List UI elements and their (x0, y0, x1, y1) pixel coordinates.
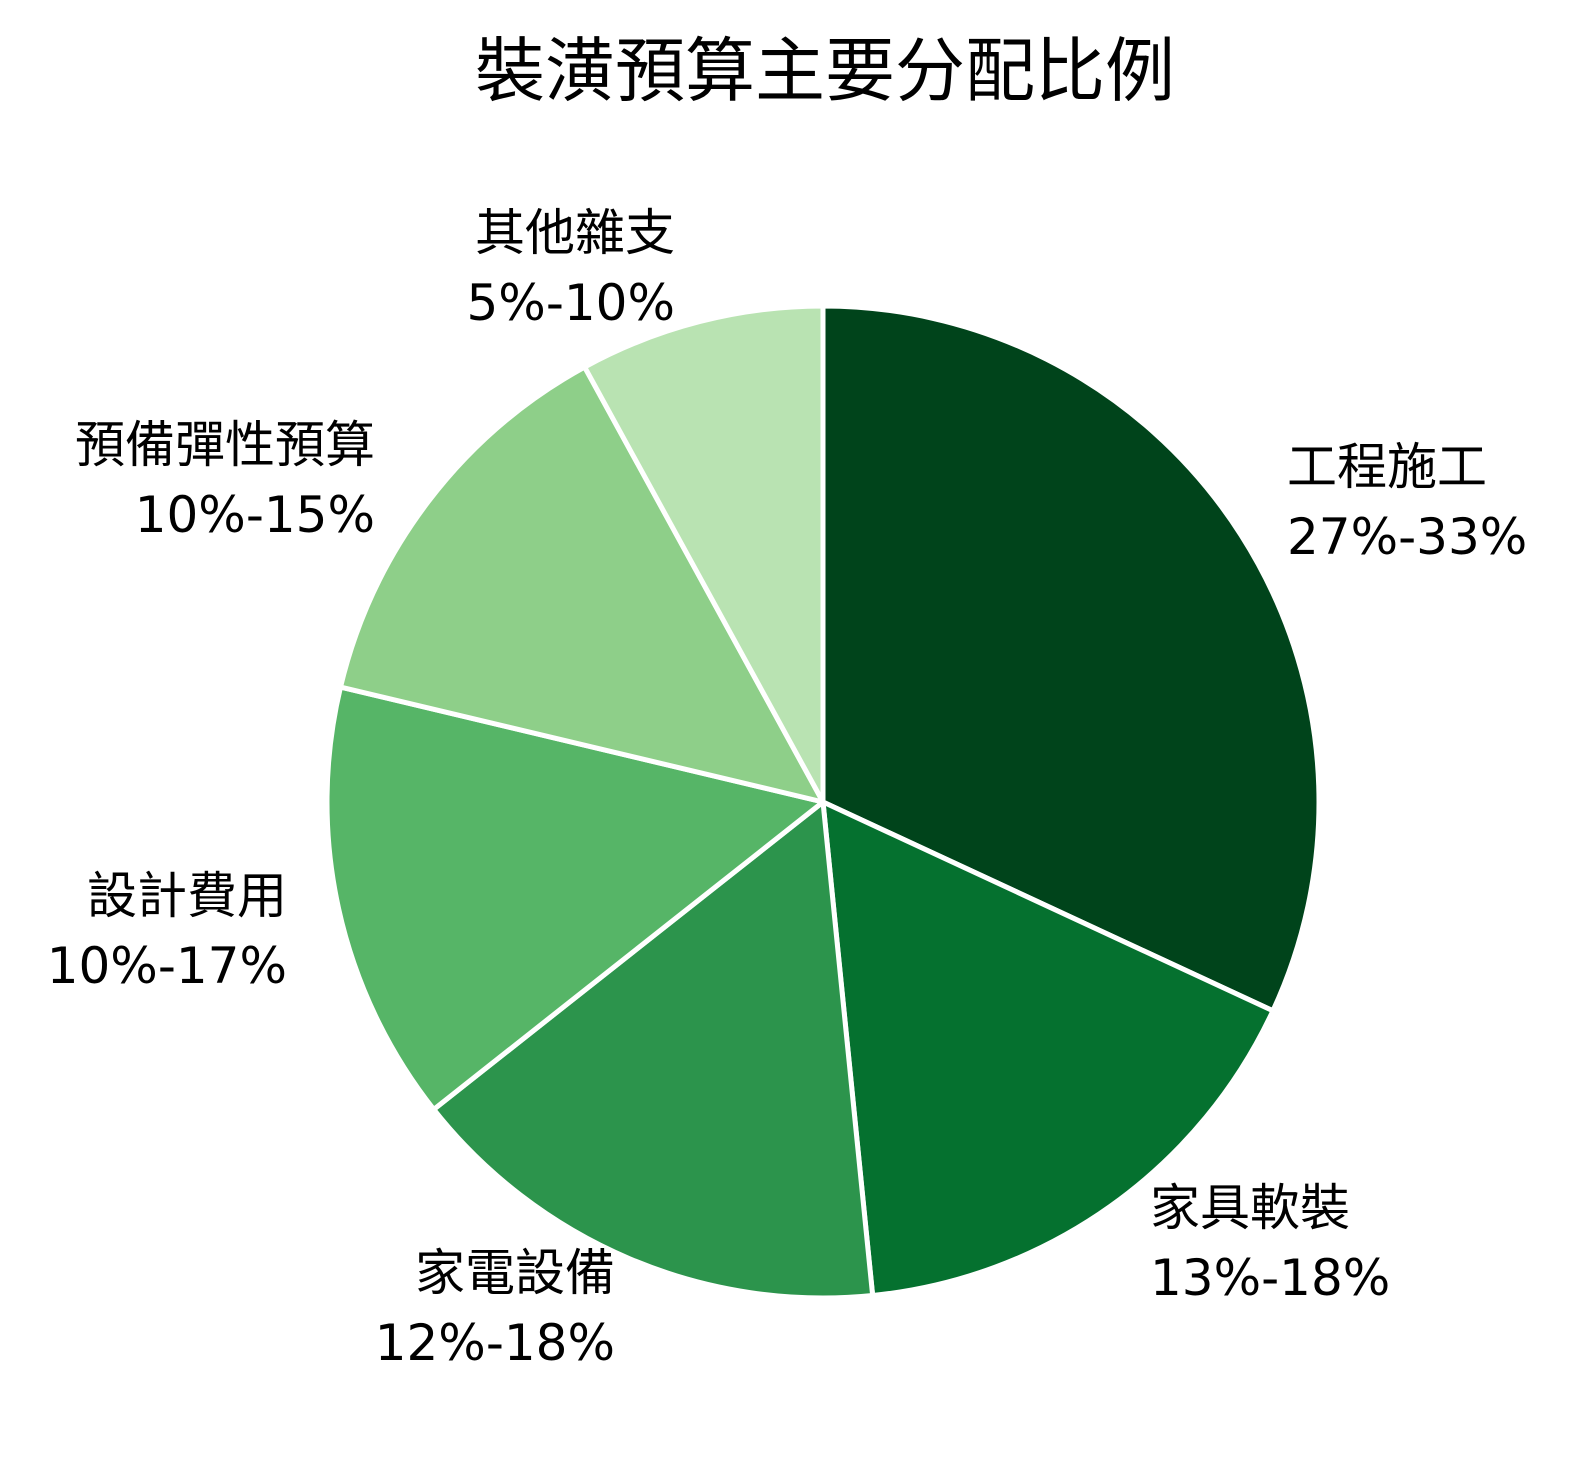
slice-label-name: 設計費用 (87, 867, 287, 925)
slice-label-range: 13%-18% (1150, 1249, 1390, 1307)
pie-slices (324, 303, 1322, 1301)
slice-label-name: 家具軟裝 (1150, 1179, 1350, 1237)
slice-label-name: 其他雜支 (475, 204, 675, 262)
pie-slice-3 (431, 799, 876, 1301)
chart-title: 裝潢預算主要分配比例 (475, 30, 1175, 112)
pie-slice-4 (324, 684, 826, 1112)
slice-label-range: 10%-17% (47, 937, 287, 995)
slice-label-range: 10%-15% (135, 486, 375, 544)
pie-slice-5 (338, 364, 826, 805)
slice-label-range: 12%-18% (375, 1314, 615, 1372)
slice-label-name: 預備彈性預算 (75, 416, 375, 474)
slice-label-range: 5%-10% (467, 274, 676, 332)
pie-slice-6 (582, 303, 826, 805)
pie-slice-1 (820, 303, 1322, 1014)
pie-slice-2 (820, 799, 1276, 1299)
slice-label-name: 工程施工 (1287, 438, 1487, 496)
slice-label-range: 27%-33% (1287, 508, 1527, 566)
pie-labels: 工程施工 27%-33% 家具軟裝 13%-18% 家電設備 12%-18% 設計費用 10%… (47, 204, 1528, 1372)
slice-label-name: 家電設備 (415, 1244, 615, 1302)
